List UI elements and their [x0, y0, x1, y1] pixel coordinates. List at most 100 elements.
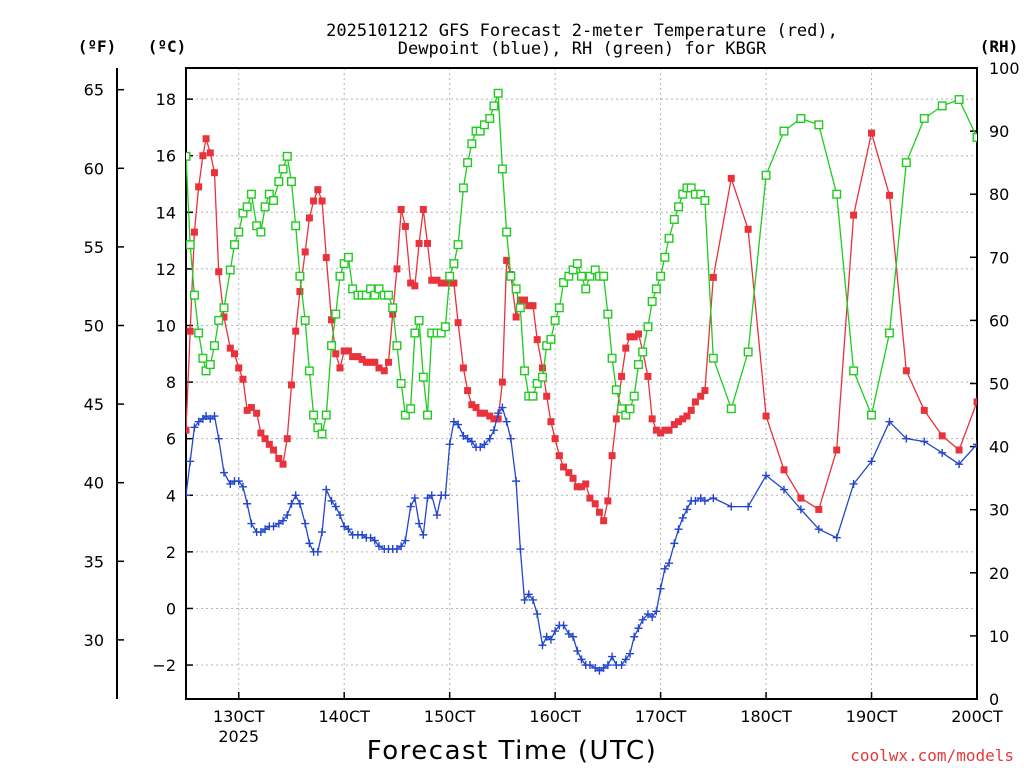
rh-point: [607, 353, 617, 363]
celsius-unit-label: (ºC): [148, 37, 187, 56]
time-tick-label: 130CT: [213, 707, 265, 726]
rh-tick-label: 10: [989, 627, 1009, 646]
rh-point: [638, 347, 648, 357]
temperature-point: [322, 254, 330, 262]
temperature-line: [186, 132, 977, 523]
dewpoint-point: [643, 610, 652, 619]
rh-point: [331, 309, 341, 319]
temperature-point: [547, 418, 555, 426]
dewpoint-point: [301, 519, 310, 528]
rh-point: [282, 151, 292, 161]
rh-point: [317, 429, 327, 439]
temperature-point: [275, 454, 283, 462]
dewpoint-point: [295, 499, 304, 508]
time-tick-label: 180CT: [740, 707, 792, 726]
dewpoint-point: [410, 494, 419, 503]
dewpoint-point: [727, 502, 736, 511]
temperature-point: [283, 435, 291, 443]
dewpoint-point: [670, 539, 679, 548]
temperature-point: [634, 330, 642, 338]
rh-point: [234, 227, 244, 237]
rh-point: [295, 271, 305, 281]
dewpoint-point: [591, 663, 600, 672]
rh-point: [291, 221, 301, 231]
rh-point: [374, 284, 384, 294]
rh-point: [463, 158, 473, 168]
dewpoint-point: [656, 584, 665, 593]
temperature-point: [512, 313, 520, 321]
rh-point: [796, 113, 806, 123]
temperature-point: [555, 452, 563, 460]
rh-point: [528, 391, 538, 401]
temperature-point: [661, 426, 669, 434]
time-tick-label: 170CT: [635, 707, 687, 726]
dewpoint-point: [569, 632, 578, 641]
temperature-point: [833, 446, 841, 454]
rh-point: [743, 347, 753, 357]
rh-point: [832, 189, 842, 199]
rh-point: [651, 284, 661, 294]
rh-point: [396, 379, 406, 389]
temperature-point: [401, 222, 409, 230]
rh-point: [532, 379, 542, 389]
temperature-point: [582, 480, 590, 488]
temperature-point: [516, 296, 524, 304]
dewpoint-point: [291, 491, 300, 500]
temperature-point: [397, 205, 405, 213]
temperature-point: [318, 197, 326, 205]
temperature-point: [608, 452, 616, 460]
temperature-point: [565, 469, 573, 477]
dewpoint-point: [397, 542, 406, 551]
dewpoint-point: [608, 652, 617, 661]
x-axis-label: Forecast Time (UTC): [367, 736, 658, 766]
dewpoint-point: [305, 539, 314, 548]
celsius-tick-label: 0: [166, 599, 176, 618]
rh-point: [214, 315, 224, 325]
dewpoint-point: [401, 536, 410, 545]
temperature-point: [231, 350, 239, 358]
rh-point: [198, 353, 208, 363]
dewpoint-point: [682, 505, 691, 514]
temperature-point: [328, 316, 336, 324]
rh-point: [581, 284, 591, 294]
rh-tick-label: 0: [989, 690, 999, 709]
rh-point: [388, 303, 398, 313]
dewpoint-point: [652, 607, 661, 616]
temperature-point: [815, 505, 823, 513]
rh-point: [194, 328, 204, 338]
temperature-point: [419, 205, 427, 213]
rh-point: [700, 196, 710, 206]
temperature-point: [683, 412, 691, 420]
rh-point: [343, 252, 353, 262]
temperature-point: [679, 415, 687, 423]
temperature-point: [287, 381, 295, 389]
fahrenheit-tick-label: 50: [84, 316, 104, 335]
dewpoint-point: [902, 434, 911, 443]
temperature-series: [186, 129, 977, 525]
dewpoint-point: [480, 440, 489, 449]
rh-point: [599, 271, 609, 281]
temperature-point: [480, 409, 488, 417]
celsius-tick-label: 2: [166, 543, 176, 562]
rh-point: [410, 328, 420, 338]
temperature-point: [604, 497, 612, 505]
temperature-point: [393, 265, 401, 273]
rh-point: [779, 126, 789, 136]
temperature-point: [701, 387, 709, 395]
dewpoint-point: [340, 522, 349, 531]
rh-point: [189, 290, 199, 300]
chart-title-line2: Dewpoint (blue), RH (green) for KBGR: [398, 39, 767, 59]
temperature-point: [780, 466, 788, 474]
dewpoint-point: [955, 460, 964, 469]
dewpoint-point: [648, 612, 657, 621]
celsius-tick-label: 4: [166, 486, 176, 505]
dewpoint-point: [696, 494, 705, 503]
dewpoint-point: [762, 471, 771, 480]
dewpoint-point: [489, 426, 498, 435]
dewpoint-point: [796, 505, 805, 514]
temperature-point: [885, 191, 893, 199]
rh-tick-label: 20: [989, 564, 1009, 583]
temperature-point: [186, 327, 194, 335]
dewpoint-point: [867, 457, 876, 466]
temperature-point: [314, 186, 322, 194]
